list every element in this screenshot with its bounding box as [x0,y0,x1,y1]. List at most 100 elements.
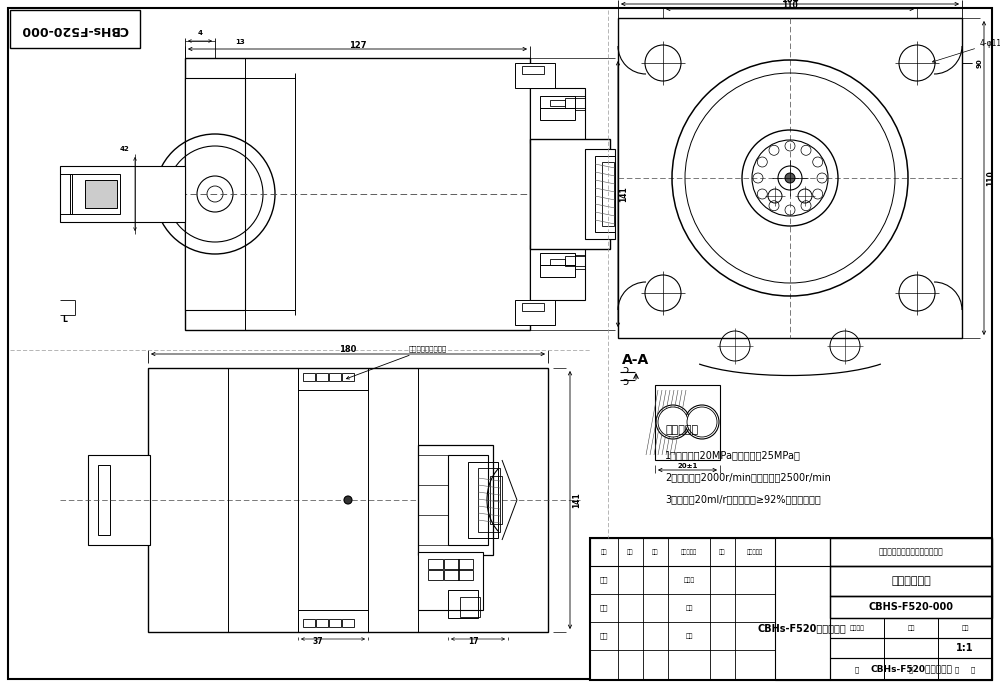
Text: 液压齿轮泵标准油道: 液压齿轮泵标准油道 [346,345,447,379]
Text: 技术参数：: 技术参数： [665,425,698,435]
Bar [329,619,341,627]
Text: 处数: 处数 [627,549,633,555]
Bar [590,538,992,680]
Bar [540,108,575,120]
Text: 张: 张 [971,666,975,673]
Bar [185,78,245,310]
Bar [329,373,341,381]
Text: 1:1: 1:1 [956,643,974,653]
Bar [575,255,585,269]
Text: 审核: 审核 [600,605,608,611]
Bar [70,174,120,214]
Bar [830,618,992,638]
Bar [428,570,443,580]
Bar [342,373,354,381]
Text: 20±1: 20±1 [677,463,698,469]
Text: 标准化: 标准化 [683,577,695,583]
Bar [148,368,548,632]
Bar [468,462,498,538]
Text: 4: 4 [198,30,202,36]
Text: 张: 张 [909,666,913,673]
Text: 184: 184 [781,0,799,5]
Bar [448,455,488,545]
Text: 127: 127 [349,41,366,49]
Text: CBHS-F520-000: CBHS-F520-000 [868,602,954,612]
Text: 110: 110 [986,170,996,186]
Bar [60,174,72,214]
Text: 37: 37 [313,638,323,646]
Bar [298,368,368,390]
Text: 共: 共 [855,666,859,673]
Text: 比例: 比例 [961,625,969,631]
Bar [515,300,555,325]
Text: L: L [63,315,67,324]
Text: 3、排量：20ml/r，容积效率≥92%，旋向：左旋: 3、排量：20ml/r，容积效率≥92%，旋向：左旋 [665,494,821,504]
Text: 分区: 分区 [652,549,658,555]
Bar [98,465,110,535]
Bar [602,162,614,226]
Bar [565,98,585,108]
Bar [775,566,830,680]
Text: 图数标记: 图数标记 [850,625,864,631]
Bar [316,619,328,627]
Bar [418,445,493,555]
Text: 工艺: 工艺 [600,633,608,640]
Text: 批准: 批准 [685,605,693,611]
Text: 141: 141 [572,492,582,508]
Bar [303,619,315,627]
Text: CBHs-F520齿轮泵总成: CBHs-F520齿轮泵总成 [758,623,846,633]
Text: 设计: 设计 [600,576,608,583]
Bar [515,63,555,88]
Text: 重量: 重量 [907,625,915,631]
Bar [522,66,544,74]
Bar [10,10,140,48]
Bar [490,476,502,524]
Text: 靖州博信华盛液压科技有限公司: 靖州博信华盛液压科技有限公司 [879,548,943,556]
Text: 42: 42 [120,146,130,152]
Bar [60,166,185,222]
Bar [590,538,775,566]
Bar [830,638,992,658]
Text: 4-φ11: 4-φ11 [932,39,1000,63]
Bar [185,58,530,330]
Bar [565,256,585,266]
Bar [550,100,565,106]
Text: CBHs-F520-000: CBHs-F520-000 [21,23,129,36]
Bar [418,552,483,610]
Bar [830,538,992,566]
Text: 更改文件号: 更改文件号 [681,549,697,555]
Bar [478,468,500,532]
Bar [540,96,575,108]
Text: 图准: 图准 [685,633,693,639]
Bar [448,590,478,618]
Bar [444,570,459,580]
Bar [618,18,962,338]
Circle shape [658,407,688,437]
Bar [830,658,992,680]
Bar [540,265,575,277]
Text: A-A: A-A [622,353,649,367]
Bar [530,139,610,249]
Bar [85,180,117,208]
Bar [460,597,480,617]
Bar [444,559,459,569]
Text: 17: 17 [468,638,478,646]
Bar [830,596,992,618]
Text: 90: 90 [977,58,983,68]
Bar [428,559,443,569]
Text: 2、额定转速2000r/min，最高转速2500r/min: 2、额定转速2000r/min，最高转速2500r/min [665,472,831,482]
Bar [595,156,615,232]
Circle shape [785,173,795,183]
Bar [303,373,315,381]
Bar [342,619,354,627]
Bar [458,570,473,580]
Text: 1、额定压力20MPa，最高压力25MPa。: 1、额定压力20MPa，最高压力25MPa。 [665,450,801,460]
Bar [316,373,328,381]
Text: 第: 第 [955,666,959,673]
Text: ↄ: ↄ [622,377,628,387]
Text: 标记: 标记 [601,549,607,555]
Text: 141: 141 [620,186,629,202]
Bar [550,259,565,265]
Text: 13: 13 [235,39,245,45]
Bar [522,303,544,311]
